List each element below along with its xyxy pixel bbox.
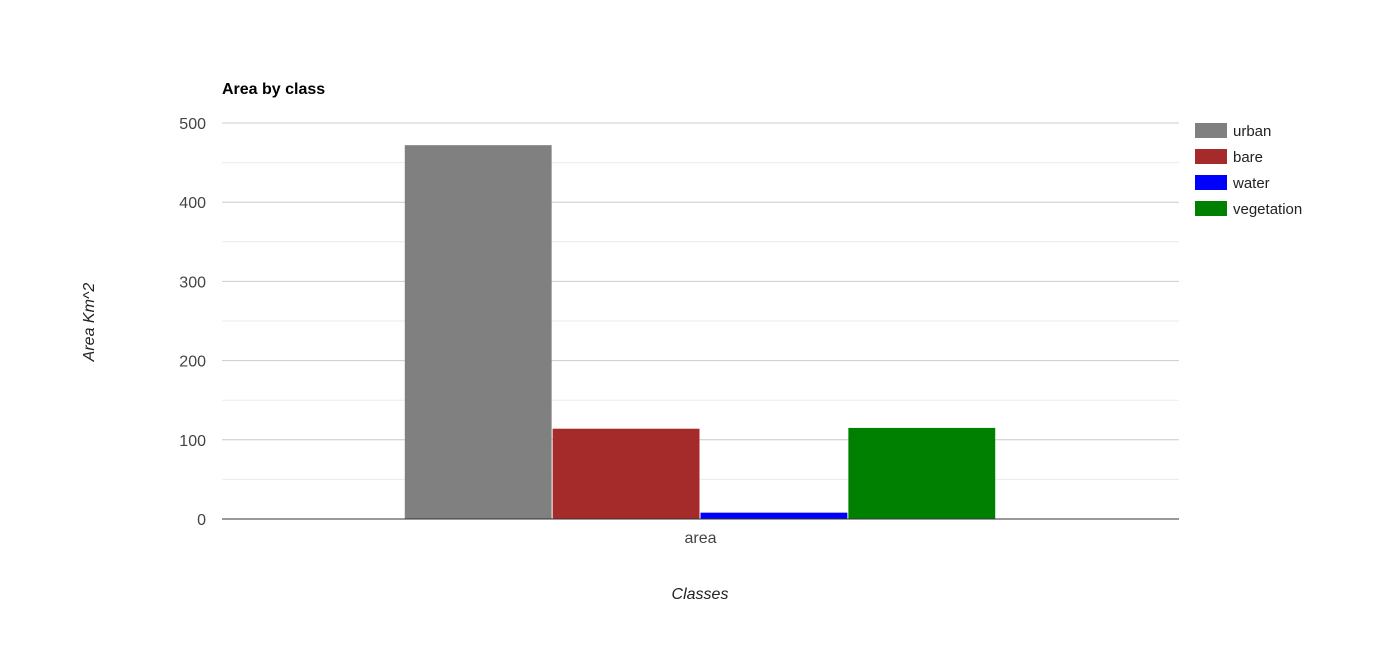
y-tick-label: 500 — [179, 116, 206, 133]
legend-label: vegetation — [1233, 201, 1302, 218]
legend: urban bare water vegetation — [1195, 123, 1302, 218]
legend-item-urban[interactable]: urban — [1195, 123, 1271, 140]
bar-water[interactable] — [700, 512, 848, 519]
bars — [404, 145, 996, 519]
legend-item-vegetation[interactable]: vegetation — [1195, 201, 1302, 218]
legend-label: water — [1232, 175, 1270, 192]
legend-label: urban — [1233, 123, 1271, 140]
x-tick-label: area — [684, 530, 716, 547]
y-tick-label: 100 — [179, 433, 206, 450]
x-axis-ticks: area — [684, 530, 716, 547]
legend-swatch — [1195, 149, 1227, 164]
y-tick-label: 300 — [179, 274, 206, 291]
legend-swatch — [1195, 123, 1227, 138]
bar-urban[interactable] — [404, 145, 552, 519]
y-axis-ticks: 0 100 200 300 400 500 — [179, 116, 206, 529]
legend-label: bare — [1233, 149, 1263, 166]
y-tick-label: 400 — [179, 195, 206, 212]
gridlines — [222, 122, 1179, 480]
legend-swatch — [1195, 201, 1227, 216]
legend-item-bare[interactable]: bare — [1195, 149, 1263, 166]
legend-item-water[interactable]: water — [1195, 175, 1270, 192]
x-axis-title: Classes — [672, 586, 729, 603]
bar-bare[interactable] — [552, 428, 700, 519]
legend-swatch — [1195, 175, 1227, 190]
y-tick-label: 0 — [197, 512, 206, 529]
y-axis-title: Area Km^2 — [81, 283, 98, 363]
bar-vegetation[interactable] — [848, 427, 996, 519]
y-tick-label: 200 — [179, 354, 206, 371]
chart-title: Area by class — [222, 81, 325, 98]
